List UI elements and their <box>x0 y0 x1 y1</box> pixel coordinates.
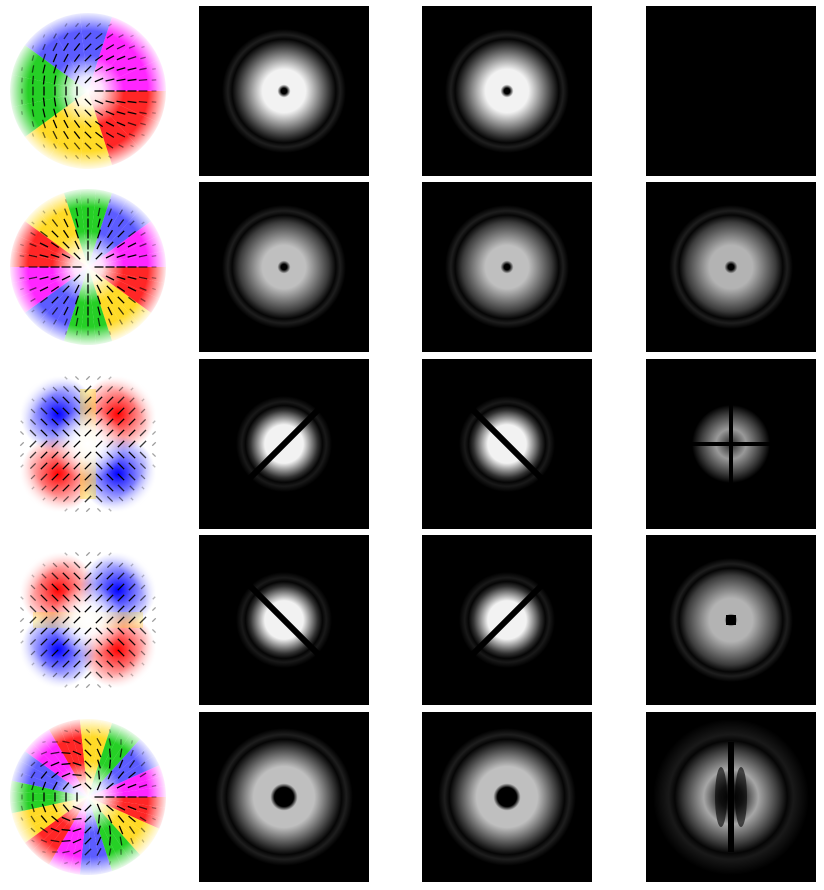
intensity-panel <box>199 535 369 705</box>
intensity-panel <box>422 6 592 176</box>
intensity-ring <box>659 195 803 339</box>
polarization-mode-map <box>6 538 170 702</box>
intensity-panel <box>422 182 592 352</box>
intensity-ring <box>212 195 356 339</box>
polarization-mode-map <box>6 715 170 879</box>
intensity-panel <box>646 535 816 705</box>
intensity-panel <box>199 6 369 176</box>
intensity-ring <box>212 19 356 163</box>
polarization-mode-map <box>6 185 170 349</box>
intensity-panel <box>199 712 369 882</box>
intensity-panel <box>646 359 816 529</box>
polarization-glyphs <box>20 728 157 866</box>
split-lobe-pattern <box>236 572 332 668</box>
intensity-ring <box>435 19 579 163</box>
split-lobe-pattern <box>236 396 332 492</box>
intensity-panel <box>422 359 592 529</box>
polarization-glyphs <box>19 551 157 689</box>
intensity-ring <box>204 717 364 877</box>
intensity-panel <box>646 712 816 882</box>
split-lobe-pattern <box>459 572 555 668</box>
polarization-glyphs <box>19 375 157 513</box>
intensity-ring <box>427 717 587 877</box>
intensity-panel <box>199 182 369 352</box>
polarization-glyphs <box>21 22 157 160</box>
split-lobe-pattern <box>459 396 555 492</box>
dark-core <box>726 615 736 625</box>
intensity-panel <box>422 712 592 882</box>
polarization-glyphs <box>19 198 157 336</box>
polarization-mode-map <box>6 9 170 173</box>
split-ring-pattern <box>653 719 809 875</box>
polarization-mode-map <box>6 362 170 526</box>
intensity-panel <box>422 535 592 705</box>
intensity-ring <box>435 195 579 339</box>
intensity-panel <box>646 6 816 176</box>
intensity-panel <box>199 359 369 529</box>
cross-quadrant-pattern <box>676 389 786 499</box>
intensity-panel <box>646 182 816 352</box>
